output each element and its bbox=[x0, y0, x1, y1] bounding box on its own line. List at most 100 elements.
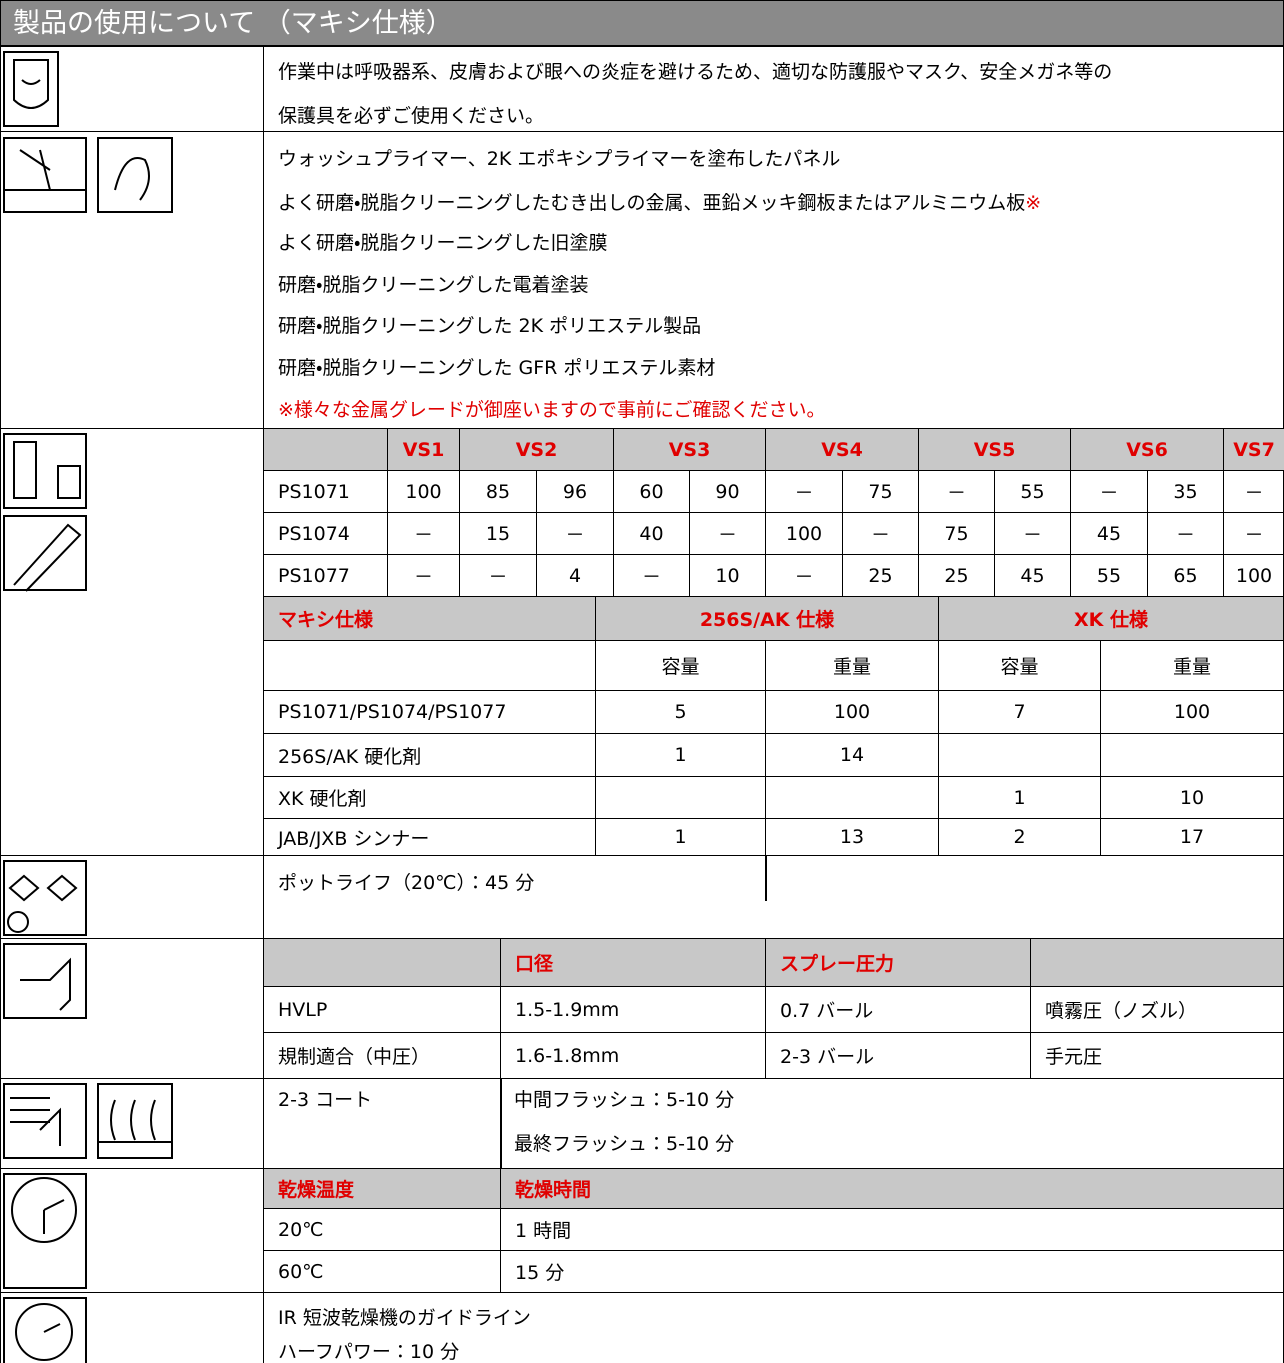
warning: ※様々な金属グレードが御座いますので事前にご確認ください。 bbox=[278, 399, 826, 421]
value-cell: 45 bbox=[994, 554, 1071, 597]
value-cell: 7 bbox=[938, 690, 1101, 734]
value-cell: 15 bbox=[459, 512, 537, 555]
content-cell bbox=[263, 1078, 1284, 1169]
value-cell: － bbox=[765, 554, 843, 597]
flash-icon bbox=[97, 1083, 173, 1159]
value-cell: － bbox=[842, 512, 919, 555]
row-label: 256S/AK 硬化剤 bbox=[263, 733, 596, 777]
pot-life-icon bbox=[3, 860, 87, 936]
value-cell: 1 bbox=[595, 818, 766, 856]
value-cell: 2 bbox=[938, 818, 1101, 856]
text-line: ハーフパワー：10 分 bbox=[278, 1341, 460, 1363]
value-cell: 25 bbox=[842, 554, 919, 597]
value-cell bbox=[765, 776, 939, 819]
spray-cell: 2-3 バール bbox=[765, 1032, 1031, 1079]
spray-gun-icon bbox=[3, 943, 87, 1019]
value-cell: － bbox=[765, 470, 843, 513]
value-cell: － bbox=[1223, 470, 1284, 513]
value-cell: － bbox=[1070, 470, 1148, 513]
header-cell: VS7 bbox=[1223, 428, 1284, 471]
value-cell: 25 bbox=[918, 554, 995, 597]
value-cell: 10 bbox=[689, 554, 766, 597]
header-cell bbox=[1030, 938, 1284, 987]
row-label: PS1074 bbox=[263, 512, 388, 555]
text-line: IR 短波乾燥機のガイドライン bbox=[278, 1307, 531, 1329]
sanding-icon bbox=[97, 137, 173, 213]
drying-cell: 20℃ bbox=[263, 1208, 501, 1251]
header-cell: 乾燥温度 bbox=[263, 1168, 501, 1209]
drying-cell: 60℃ bbox=[263, 1250, 501, 1293]
spray-icon bbox=[3, 137, 87, 213]
value-cell: 96 bbox=[536, 470, 614, 513]
row-label: JAB/JXB シンナー bbox=[263, 818, 596, 856]
coats: 2-3 コート bbox=[278, 1089, 373, 1111]
value-cell: 14 bbox=[765, 733, 939, 777]
value-cell: 85 bbox=[459, 470, 537, 513]
value-cell: － bbox=[918, 470, 995, 513]
value-cell: 45 bbox=[1070, 512, 1148, 555]
row-label: PS1071/PS1074/PS1077 bbox=[263, 690, 596, 734]
divider bbox=[500, 1078, 502, 1169]
value-cell: － bbox=[1223, 512, 1284, 555]
page-title: 製品の使用について （マキシ仕様） bbox=[0, 0, 1284, 46]
value-cell: 100 bbox=[1100, 690, 1284, 734]
drying-cell: 1 時間 bbox=[500, 1208, 1284, 1251]
value-cell: 17 bbox=[1100, 818, 1284, 856]
value-cell bbox=[595, 776, 766, 819]
value-cell: 55 bbox=[994, 470, 1071, 513]
subheader-cell bbox=[263, 640, 596, 691]
header-cell: VS5 bbox=[918, 428, 1071, 471]
value-cell: － bbox=[387, 512, 460, 555]
value-cell: 5 bbox=[595, 690, 766, 734]
row-label: PS1071 bbox=[263, 470, 388, 513]
value-cell: 4 bbox=[536, 554, 614, 597]
value-cell: 75 bbox=[842, 470, 919, 513]
value-cell: 35 bbox=[1147, 470, 1224, 513]
value-cell: － bbox=[613, 554, 690, 597]
spray-cell: 0.7 バール bbox=[765, 986, 1031, 1033]
text-line: 研磨・脱脂クリーニングした GFR ポリエステル素材 bbox=[278, 357, 716, 379]
value-cell: － bbox=[387, 554, 460, 597]
value-cell: 55 bbox=[1070, 554, 1148, 597]
ir-clock-icon bbox=[3, 1297, 87, 1363]
spray-cell: 噴霧圧（ノズル） bbox=[1030, 986, 1284, 1033]
spray-cell: 手元圧 bbox=[1030, 1032, 1284, 1079]
value-cell: 65 bbox=[1147, 554, 1224, 597]
value-cell: 1 bbox=[938, 776, 1101, 819]
value-cell bbox=[1100, 733, 1284, 777]
spray-cell: 1.6-1.8mm bbox=[500, 1032, 766, 1079]
clock-icon bbox=[3, 1173, 87, 1289]
row-label: PS1077 bbox=[263, 554, 388, 597]
ratio-icon bbox=[3, 433, 87, 509]
header-cell: マキシ仕様 bbox=[263, 596, 596, 641]
text-line: 作業中は呼吸器系、皮膚および眼への炎症を避けるため、適切な防護服やマスク、安全メ… bbox=[278, 61, 1113, 83]
header-cell: 乾燥時間 bbox=[500, 1168, 1284, 1209]
value-cell: － bbox=[689, 512, 766, 555]
header-cell: 口径 bbox=[500, 938, 766, 987]
flash-time: 最終フラッシュ：5-10 分 bbox=[514, 1133, 735, 1155]
header-cell: VS6 bbox=[1070, 428, 1224, 471]
pot-life: ポットライフ（20℃）：45 分 bbox=[278, 872, 535, 894]
subheader-cell: 重量 bbox=[765, 640, 939, 691]
value-cell: 60 bbox=[613, 470, 690, 513]
coats-icon bbox=[3, 1083, 87, 1159]
icons bbox=[3, 51, 173, 1363]
header-cell: スプレー圧力 bbox=[765, 938, 1031, 987]
value-cell bbox=[938, 733, 1101, 777]
spray-cell: HVLP bbox=[263, 986, 501, 1033]
header-cell: VS2 bbox=[459, 428, 614, 471]
value-cell: 40 bbox=[613, 512, 690, 555]
value-cell: － bbox=[459, 554, 537, 597]
spray-cell: 規制適合（中圧） bbox=[263, 1032, 501, 1079]
header-cell: VS1 bbox=[387, 428, 460, 471]
value-cell: － bbox=[994, 512, 1071, 555]
spray-cell: 1.5-1.9mm bbox=[500, 986, 766, 1033]
value-cell: 1 bbox=[595, 733, 766, 777]
mask-icon bbox=[3, 51, 59, 127]
header-cell bbox=[263, 938, 501, 987]
value-cell: 13 bbox=[765, 818, 939, 856]
value-cell: 75 bbox=[918, 512, 995, 555]
text-line: ウォッシュプライマー、2K エポキシプライマーを塗布したパネル bbox=[278, 148, 841, 170]
